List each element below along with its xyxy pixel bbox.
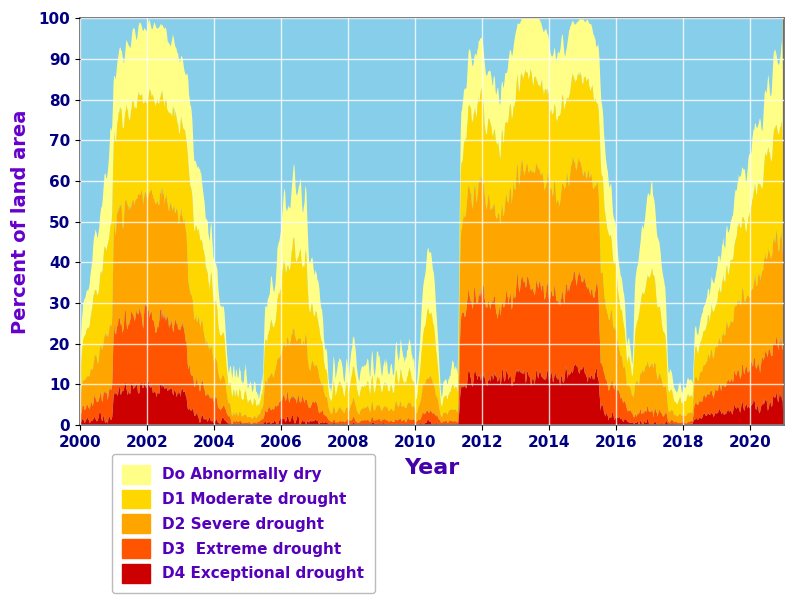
- Legend: Do Abnormally dry, D1 Moderate drought, D2 Severe drought, D3  Extreme drought, : Do Abnormally dry, D1 Moderate drought, …: [112, 454, 374, 593]
- Y-axis label: Percent of land area: Percent of land area: [11, 109, 30, 334]
- X-axis label: Year: Year: [404, 458, 460, 478]
